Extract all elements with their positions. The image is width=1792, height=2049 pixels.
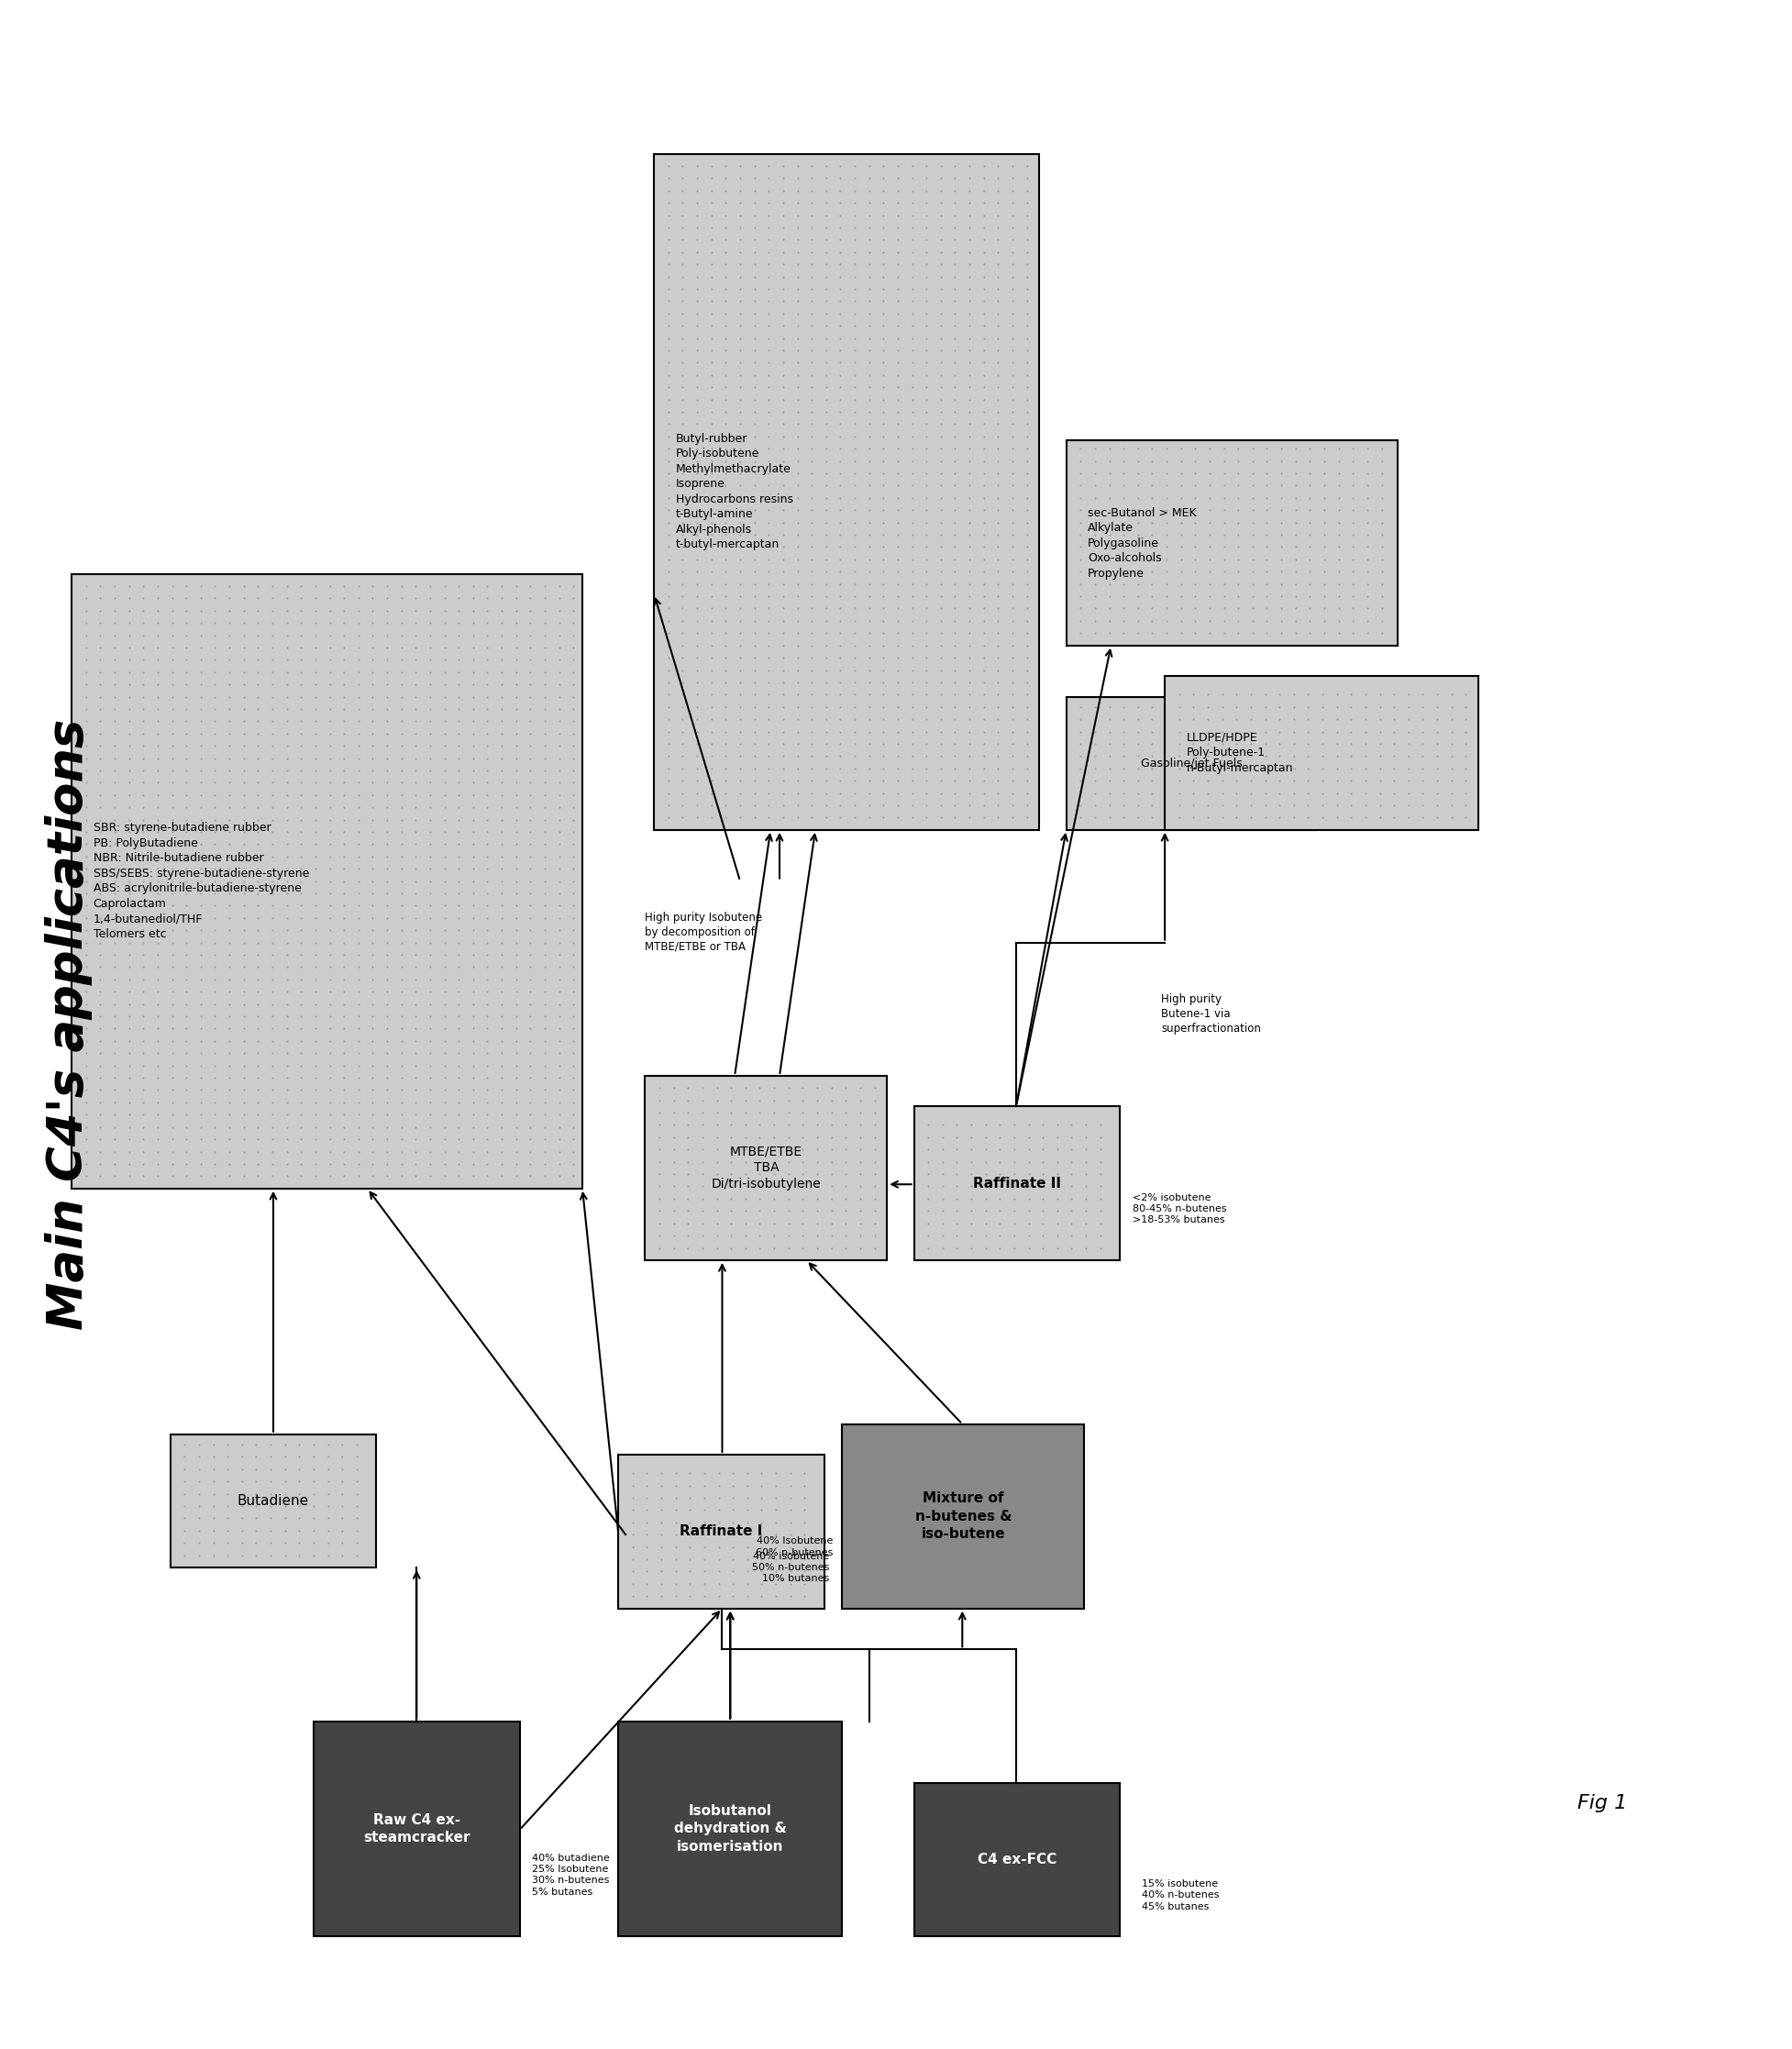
Text: 40% Isobutene
60% n-butenes: 40% Isobutene 60% n-butenes: [756, 1537, 833, 1557]
Bar: [654, 154, 1039, 830]
Text: SBR: styrene-butadiene rubber
PB: PolyButadiene
NBR: Nitrile-butadiene rubber
SB: SBR: styrene-butadiene rubber PB: PolyBu…: [93, 822, 308, 940]
Text: MTBE/ETBE
TBA
Di/tri-isobutylene: MTBE/ETBE TBA Di/tri-isobutylene: [711, 1145, 821, 1190]
Text: Mixture of
n-butenes &
iso-butene: Mixture of n-butenes & iso-butene: [916, 1492, 1011, 1541]
Bar: [618, 1455, 824, 1608]
Text: Raw C4 ex-
steamcracker: Raw C4 ex- steamcracker: [364, 1813, 470, 1844]
Text: C4 ex-FCC: C4 ex-FCC: [977, 1852, 1057, 1867]
Text: Isobutanol
dehydration &
isomerisation: Isobutanol dehydration & isomerisation: [674, 1805, 787, 1852]
Text: Main C4's applications: Main C4's applications: [45, 719, 93, 1330]
Bar: [72, 574, 582, 1188]
Text: Butadiene: Butadiene: [238, 1494, 308, 1508]
Text: High purity Isobutene
by decomposition of
MTBE/ETBE or TBA: High purity Isobutene by decomposition o…: [645, 912, 763, 953]
Text: Fig 1: Fig 1: [1577, 1795, 1627, 1811]
Bar: [914, 1106, 1120, 1260]
Bar: [170, 1434, 376, 1567]
Bar: [645, 1076, 887, 1260]
Bar: [914, 1783, 1120, 1936]
Text: 40% isobutene
50% n-butenes
10% butanes: 40% isobutene 50% n-butenes 10% butanes: [753, 1551, 830, 1584]
Bar: [314, 1721, 520, 1936]
Text: 15% isobutene
40% n-butenes
45% butanes: 15% isobutene 40% n-butenes 45% butanes: [1142, 1879, 1219, 1912]
Text: 40% butadiene
25% Isobutene
30% n-butenes
5% butanes: 40% butadiene 25% Isobutene 30% n-butene…: [532, 1852, 609, 1897]
Text: sec-Butanol > MEK
Alkylate
Polygasoline
Oxo-alcohols
Propylene: sec-Butanol > MEK Alkylate Polygasoline …: [1088, 506, 1197, 580]
Bar: [618, 1721, 842, 1936]
Text: High purity
Butene-1 via
superfractionation: High purity Butene-1 via superfractionat…: [1161, 994, 1262, 1035]
Text: <2% isobutene
80-45% n-butenes
>18-53% butanes: <2% isobutene 80-45% n-butenes >18-53% b…: [1133, 1193, 1228, 1225]
Bar: [1066, 697, 1317, 830]
Text: Raffinate II: Raffinate II: [973, 1176, 1061, 1190]
Text: Raffinate I: Raffinate I: [679, 1524, 763, 1539]
Bar: [1165, 676, 1478, 830]
Bar: [842, 1424, 1084, 1608]
Text: Gasoline/jet Fuels: Gasoline/jet Fuels: [1142, 758, 1242, 768]
Text: LLDPE/HDPE
Poly-butene-1
n-Butyl-mercaptan: LLDPE/HDPE Poly-butene-1 n-Butyl-mercapt…: [1186, 731, 1294, 775]
Text: Butyl-rubber
Poly-isobutene
Methylmethacrylate
Isoprene
Hydrocarbons resins
t-Bu: Butyl-rubber Poly-isobutene Methylmethac…: [676, 432, 794, 551]
Bar: [1066, 441, 1398, 645]
